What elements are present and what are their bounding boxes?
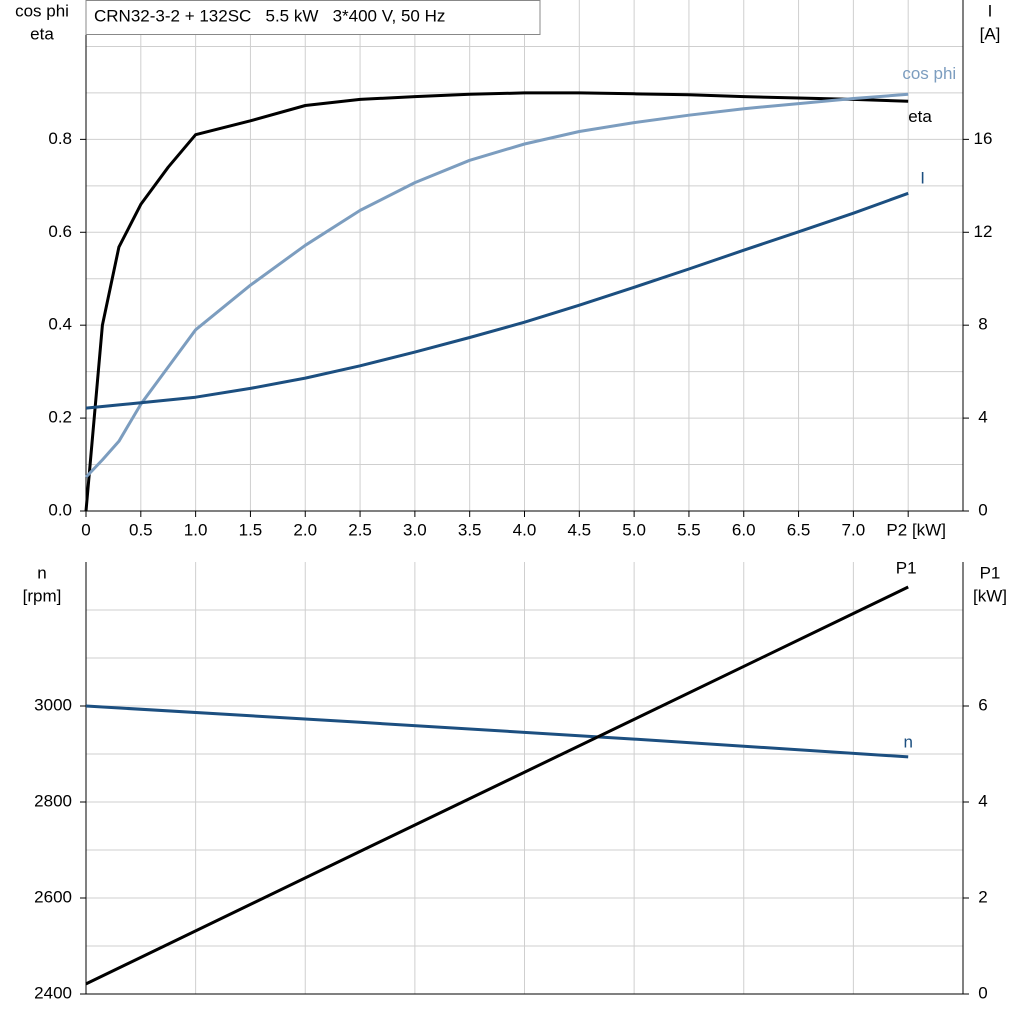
x-tick-label: 5.5 <box>677 520 701 539</box>
y2-axis-title: P1 <box>980 563 1001 582</box>
y2-tick-label: 2 <box>978 887 987 906</box>
y-tick-label: 2400 <box>34 983 72 1002</box>
series-label: cos phi <box>902 64 956 83</box>
series-line <box>85 585 909 986</box>
series-line <box>85 191 909 410</box>
series-line <box>84 91 909 512</box>
x-tick-label: 1.0 <box>184 520 208 539</box>
y2-tick-label: 12 <box>974 222 993 241</box>
y2-tick-label: 4 <box>978 791 987 810</box>
x-tick-label: P2 [kW] <box>886 520 946 539</box>
series-label: n <box>903 732 912 751</box>
y2-axis-title: [kW] <box>973 586 1007 605</box>
y2-tick-label: 0 <box>978 500 987 519</box>
x-tick-label: 2.0 <box>293 520 317 539</box>
y2-axis-title: I <box>988 1 993 20</box>
y-tick-label: 2600 <box>34 887 72 906</box>
y2-tick-label: 6 <box>978 695 987 714</box>
y-tick-label: 0.4 <box>48 315 72 334</box>
y-tick-label: 3000 <box>34 695 72 714</box>
y2-tick-label: 16 <box>974 129 993 148</box>
y2-tick-label: 4 <box>978 408 987 427</box>
x-tick-label: 5.0 <box>622 520 646 539</box>
x-tick-label: 6.0 <box>732 520 756 539</box>
x-tick-label: 0 <box>81 520 90 539</box>
y-tick-label: 0.6 <box>48 222 72 241</box>
chart-title: CRN32-3-2 + 132SC 5.5 kW 3*400 V, 50 Hz <box>94 6 445 25</box>
x-tick-label: 1.5 <box>239 520 263 539</box>
y-tick-label: 2800 <box>34 791 72 810</box>
series-line <box>84 92 909 479</box>
y-axis-title: n <box>37 563 46 582</box>
y2-tick-label: 8 <box>978 315 987 334</box>
y-tick-label: 0.2 <box>48 408 72 427</box>
title-box <box>85 0 541 35</box>
y-axis-title: cos phi <box>15 1 69 20</box>
x-tick-label: 7.0 <box>842 520 866 539</box>
series-label: I <box>920 169 925 188</box>
series-label: eta <box>908 107 932 126</box>
y-axis-title: [rpm] <box>23 586 62 605</box>
y2-tick-label: 0 <box>978 983 987 1002</box>
series-label: P1 <box>896 558 917 577</box>
x-tick-label: 6.5 <box>787 520 811 539</box>
series-line <box>85 704 909 759</box>
x-tick-label: 2.5 <box>348 520 372 539</box>
x-tick-label: 4.0 <box>513 520 537 539</box>
y-axis-title: eta <box>30 24 54 43</box>
x-tick-label: 0.5 <box>129 520 153 539</box>
y2-axis-title: [A] <box>980 24 1001 43</box>
y-tick-label: 0.8 <box>48 129 72 148</box>
x-tick-label: 4.5 <box>567 520 591 539</box>
x-tick-label: 3.5 <box>458 520 482 539</box>
x-tick-label: 3.0 <box>403 520 427 539</box>
y-tick-label: 0.0 <box>48 500 72 519</box>
